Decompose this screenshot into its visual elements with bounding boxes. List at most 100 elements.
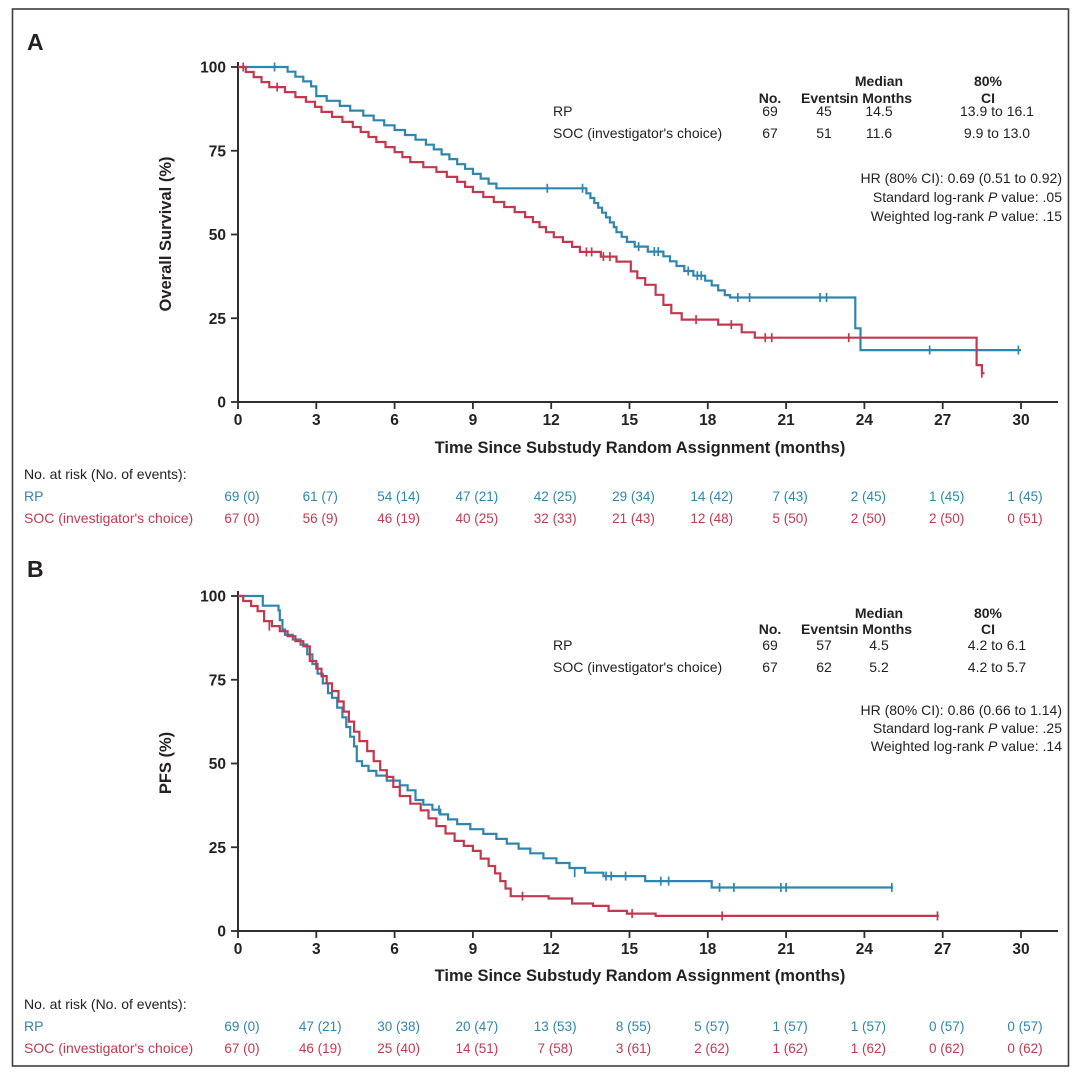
risk-value: 69 (0)	[224, 1019, 259, 1034]
x-tick-label: 24	[856, 941, 874, 958]
risk-value: 67 (0)	[224, 511, 259, 526]
stats-header-ci: CI	[981, 621, 995, 637]
legend-series-label: RP	[553, 637, 572, 653]
stats-events-value: 57	[816, 637, 832, 653]
x-tick-label: 27	[934, 412, 951, 429]
legend-series-label: RP	[553, 103, 572, 119]
stats-ci-value: 13.9 to 16.1	[960, 103, 1034, 119]
annotation-line: Standard log-rank P value: .05	[873, 189, 1062, 205]
x-tick-label: 3	[312, 412, 321, 429]
risk-value: 32 (33)	[534, 511, 577, 526]
stats-median-value: 5.2	[869, 659, 889, 675]
x-tick-label: 21	[777, 412, 795, 429]
risk-value: 25 (40)	[377, 1041, 420, 1056]
risk-value: 1 (62)	[851, 1041, 886, 1056]
x-tick-label: 9	[469, 941, 478, 958]
risk-value: 29 (34)	[612, 489, 655, 504]
x-tick-label: 9	[469, 412, 478, 429]
y-tick-label: 50	[209, 227, 226, 244]
risk-value: 61 (7)	[303, 489, 338, 504]
y-tick-label: 25	[209, 311, 227, 328]
risk-value: 3 (61)	[616, 1041, 651, 1056]
stats-header-events: Events	[801, 90, 847, 106]
risk-value: 12 (48)	[690, 511, 733, 526]
risk-value: 0 (62)	[929, 1041, 964, 1056]
risk-value: 1 (45)	[1007, 489, 1042, 504]
x-tick-label: 18	[699, 941, 717, 958]
figure-border	[11, 8, 1070, 1067]
risk-value: 42 (25)	[534, 489, 577, 504]
x-tick-label: 0	[234, 412, 243, 429]
panel-label: A	[27, 29, 44, 55]
stats-header-ci-pct: 80%	[974, 605, 1003, 621]
stats-events-value: 62	[816, 659, 832, 675]
risk-value: 40 (25)	[456, 511, 499, 526]
risk-value: 13 (53)	[534, 1019, 577, 1034]
risk-value: 56 (9)	[303, 511, 338, 526]
x-tick-label: 24	[856, 412, 874, 429]
annotation-line: Weighted log-rank P value: .15	[871, 208, 1062, 224]
stats-no-value: 67	[762, 125, 778, 141]
stats-header-in-months: in Months	[846, 90, 912, 106]
annotation-line: HR (80% CI): 0.69 (0.51 to 0.92)	[860, 170, 1062, 186]
legend-series-label: SOC (investigator's choice)	[553, 125, 722, 141]
km-curve	[238, 594, 894, 889]
risk-value: 47 (21)	[456, 489, 499, 504]
stats-median-value: 4.5	[869, 637, 889, 653]
risk-table-label: No. at risk (No. of events):	[24, 466, 187, 482]
risk-value: 47 (21)	[299, 1019, 342, 1034]
annotation-line: HR (80% CI): 0.86 (0.66 to 1.14)	[860, 702, 1062, 718]
x-axis-title: Time Since Substudy Random Assignment (m…	[435, 439, 846, 457]
risk-value: 0 (57)	[1007, 1019, 1042, 1034]
risk-value: 7 (43)	[772, 489, 807, 504]
risk-value: 46 (19)	[299, 1041, 342, 1056]
y-tick-label: 75	[209, 672, 227, 689]
x-tick-label: 3	[312, 941, 321, 958]
risk-value: 2 (50)	[851, 511, 886, 526]
y-tick-label: 25	[209, 840, 227, 857]
x-axis-title: Time Since Substudy Random Assignment (m…	[435, 967, 846, 985]
km-curve	[238, 65, 985, 375]
risk-value: 1 (57)	[851, 1019, 886, 1034]
y-axis-title: PFS (%)	[157, 732, 175, 794]
y-tick-label: 100	[200, 589, 226, 606]
risk-value: 46 (19)	[377, 511, 420, 526]
risk-value: 2 (62)	[694, 1041, 729, 1056]
stats-events-value: 51	[816, 125, 832, 141]
risk-value: 67 (0)	[224, 1041, 259, 1056]
risk-row-name: RP	[24, 1018, 43, 1034]
stats-median-value: 14.5	[865, 103, 892, 119]
x-tick-label: 0	[234, 941, 243, 958]
stats-no-value: 69	[762, 103, 778, 119]
risk-value: 2 (50)	[929, 511, 964, 526]
risk-value: 1 (62)	[772, 1041, 807, 1056]
x-tick-label: 15	[621, 941, 639, 958]
annotation-line: Weighted log-rank P value: .14	[871, 738, 1062, 754]
x-tick-label: 15	[621, 412, 639, 429]
risk-value: 7 (58)	[538, 1041, 573, 1056]
risk-value: 54 (14)	[377, 489, 420, 504]
stats-median-value: 11.6	[866, 125, 892, 141]
stats-ci-value: 4.2 to 5.7	[968, 659, 1027, 675]
stats-no-value: 69	[762, 637, 778, 653]
y-tick-label: 50	[209, 756, 226, 773]
stats-header-events: Events	[801, 621, 847, 637]
risk-row-name: SOC (investigator's choice)	[24, 510, 193, 526]
risk-value: 1 (57)	[772, 1019, 807, 1034]
y-tick-label: 100	[200, 60, 226, 77]
stats-header-median: Median	[855, 605, 903, 621]
stats-no-value: 67	[762, 659, 778, 675]
y-axis-title: Overall Survival (%)	[157, 157, 175, 312]
stats-ci-value: 9.9 to 13.0	[964, 125, 1030, 141]
stats-header-ci: CI	[981, 90, 995, 106]
stats-header-no: No.	[759, 90, 782, 106]
risk-value: 14 (42)	[690, 489, 733, 504]
x-tick-label: 21	[777, 941, 795, 958]
x-tick-label: 6	[390, 412, 399, 429]
risk-row-name: RP	[24, 488, 43, 504]
annotation-line: Standard log-rank P value: .25	[873, 720, 1062, 736]
